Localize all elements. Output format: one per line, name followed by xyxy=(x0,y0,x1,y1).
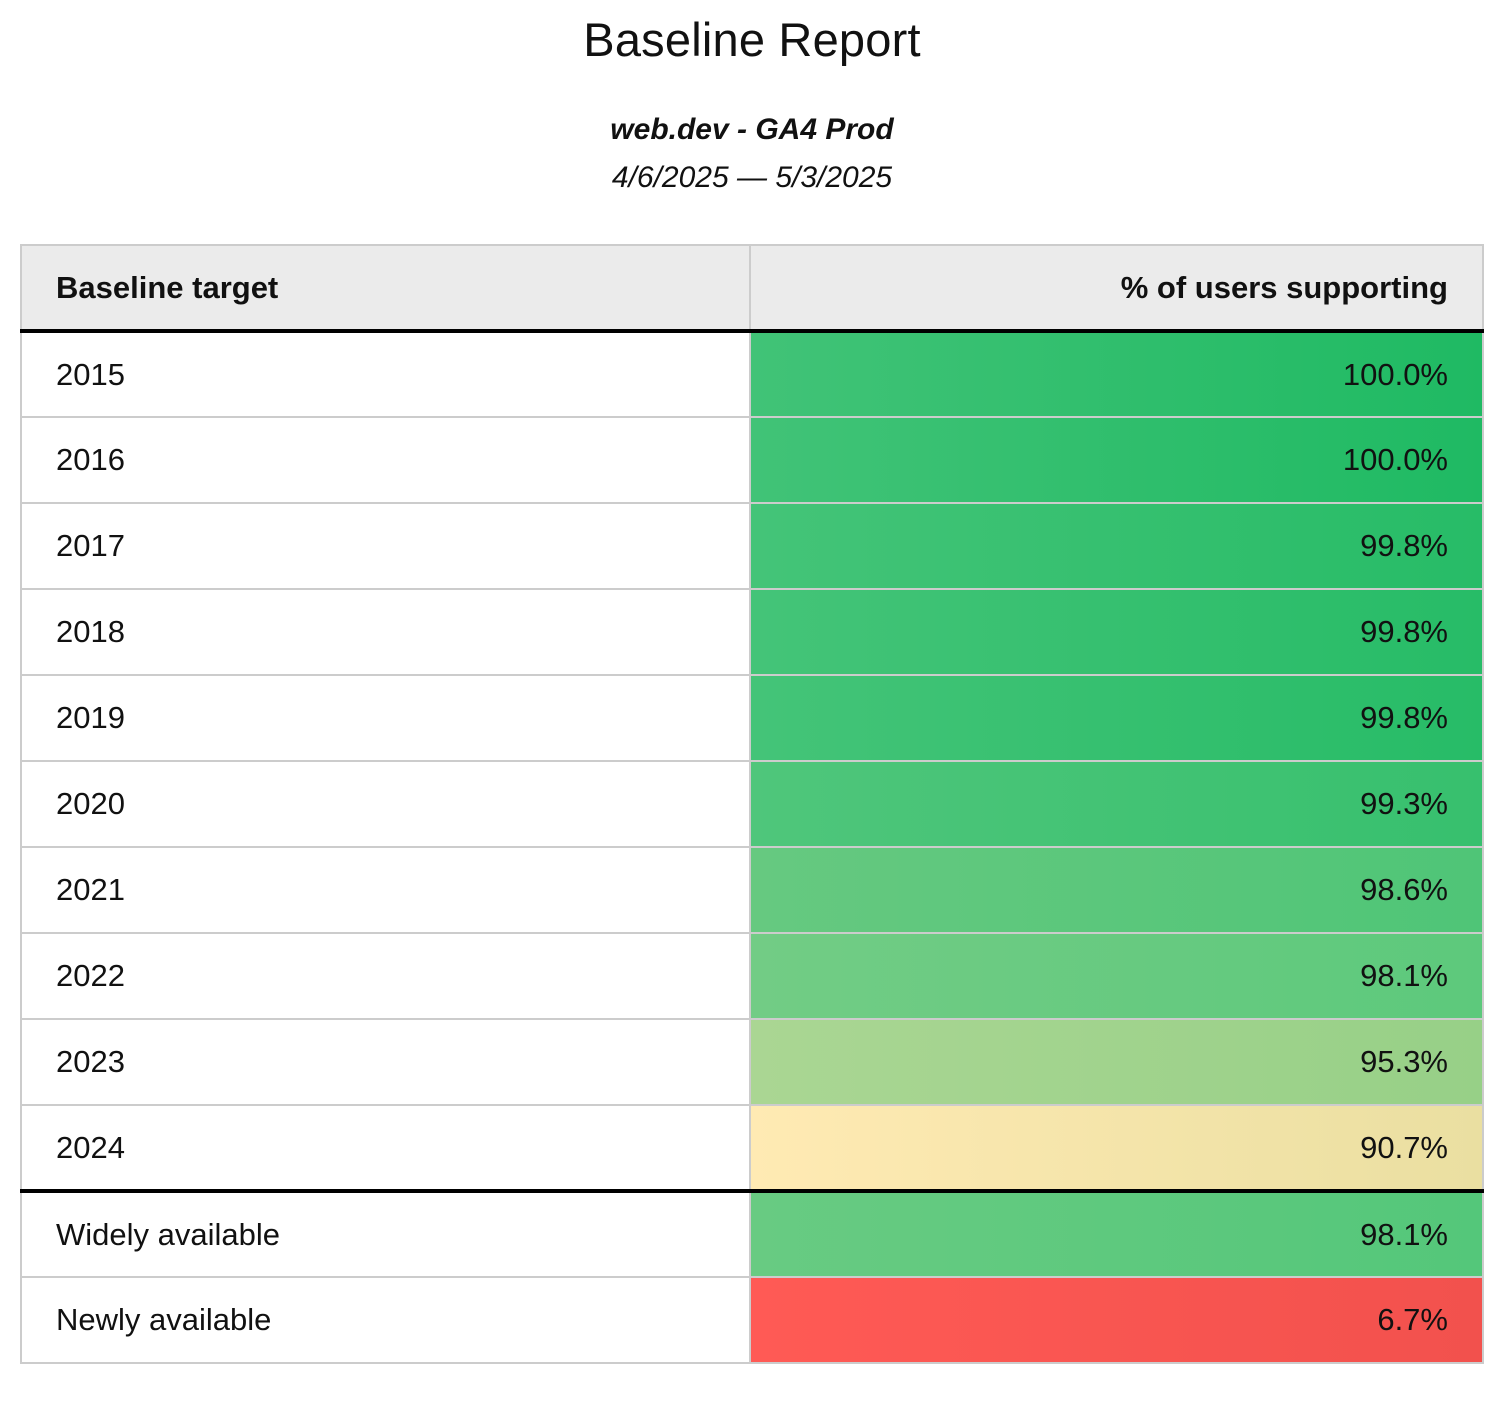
table-row: 2022 98.1% xyxy=(20,932,1484,1021)
percent-supporting-cell: 95.3% xyxy=(749,1018,1484,1107)
baseline-target-cell: 2022 xyxy=(20,932,751,1021)
percent-supporting-cell: 100.0% xyxy=(749,416,1484,505)
percent-supporting-cell: 99.8% xyxy=(749,674,1484,763)
table-row: Widely available 98.1% xyxy=(20,1189,1484,1279)
baseline-target-cell: Widely available xyxy=(20,1189,751,1279)
baseline-target-cell: 2024 xyxy=(20,1104,751,1193)
baseline-target-cell: 2018 xyxy=(20,588,751,677)
table-row: 2017 99.8% xyxy=(20,502,1484,591)
baseline-target-cell: 2019 xyxy=(20,674,751,763)
table-header: Baseline target % of users supporting xyxy=(20,244,1484,334)
baseline-target-cell: 2021 xyxy=(20,846,751,935)
percent-supporting-cell: 99.8% xyxy=(749,588,1484,677)
baseline-report-table: Baseline target % of users supporting 20… xyxy=(20,244,1484,1365)
table-row: 2016 100.0% xyxy=(20,416,1484,505)
baseline-target-cell: 2016 xyxy=(20,416,751,505)
table-row: 2020 99.3% xyxy=(20,760,1484,849)
column-header-baseline-target: Baseline target xyxy=(20,244,751,334)
percent-supporting-cell: 99.3% xyxy=(749,760,1484,849)
report-date-range: 4/6/2025 — 5/3/2025 xyxy=(611,161,893,195)
baseline-target-cell: Newly available xyxy=(20,1276,751,1365)
table-row: 2018 99.8% xyxy=(20,588,1484,677)
percent-supporting-cell: 99.8% xyxy=(749,502,1484,591)
table-row: 2021 98.6% xyxy=(20,846,1484,935)
column-header-percent-supporting: % of users supporting xyxy=(749,244,1484,334)
percent-supporting-cell: 100.0% xyxy=(749,330,1484,419)
baseline-target-cell: 2023 xyxy=(20,1018,751,1107)
table-row: 2015 100.0% xyxy=(20,330,1484,419)
percent-supporting-cell: 98.6% xyxy=(749,846,1484,935)
table-row: 2019 99.8% xyxy=(20,674,1484,763)
percent-supporting-cell: 98.1% xyxy=(749,1189,1484,1279)
table-row: Newly available 6.7% xyxy=(20,1276,1484,1365)
baseline-target-cell: 2020 xyxy=(20,760,751,849)
percent-supporting-cell: 90.7% xyxy=(749,1104,1484,1193)
report-header: Baseline Report web.dev - GA4 Prod 4/6/2… xyxy=(0,0,1504,196)
percent-supporting-cell: 6.7% xyxy=(749,1276,1484,1365)
table-row: 2023 95.3% xyxy=(20,1018,1484,1107)
percent-supporting-cell: 98.1% xyxy=(749,932,1484,1021)
table-row: 2024 90.7% xyxy=(20,1104,1484,1193)
table-body: 2015 100.0% 2016 100.0% 2017 99.8% 2018 99.8% 20… xyxy=(20,330,1484,1365)
page-title: Baseline Report xyxy=(583,13,921,66)
baseline-target-cell: 2017 xyxy=(20,502,751,591)
report-subtitle: web.dev - GA4 Prod xyxy=(610,113,894,147)
table-header-row: Baseline target % of users supporting xyxy=(20,244,1484,334)
baseline-target-cell: 2015 xyxy=(20,330,751,419)
